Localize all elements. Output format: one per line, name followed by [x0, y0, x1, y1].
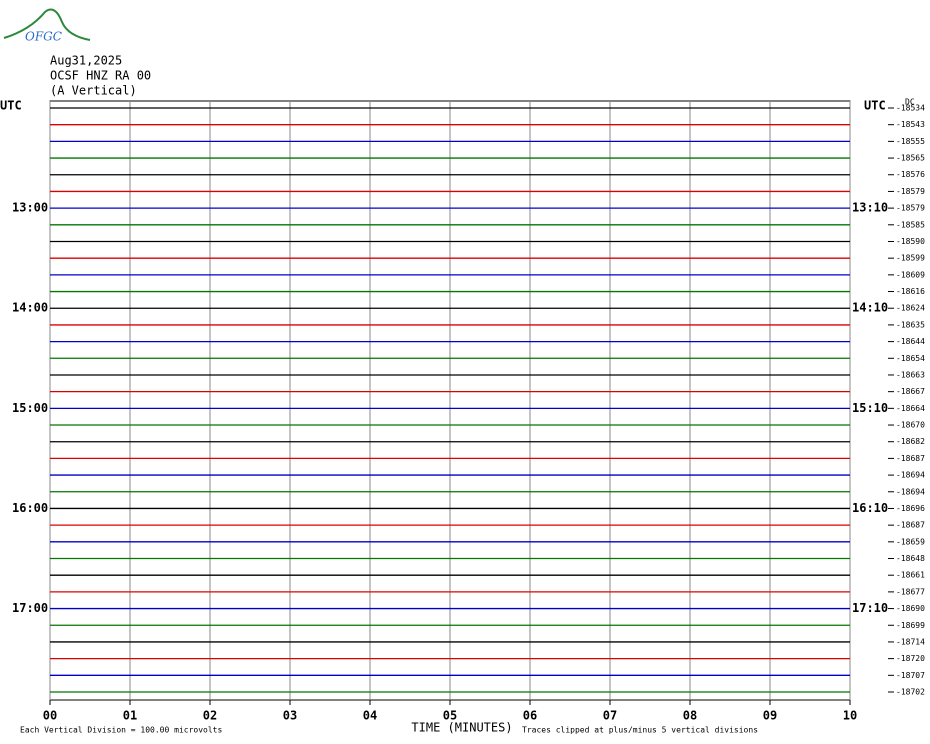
offset-label: -18667 — [896, 387, 925, 396]
x-tick-label: 10 — [843, 709, 857, 723]
offset-label: -18565 — [896, 154, 925, 163]
offset-label: -18696 — [896, 504, 925, 513]
x-tick-label: 01 — [123, 709, 137, 723]
offset-label: -18585 — [896, 220, 925, 229]
x-tick-label: 06 — [523, 709, 537, 723]
title: OCSF HNZ RA 00 — [50, 69, 151, 83]
offset-label: -18644 — [896, 337, 925, 346]
x-tick-label: 08 — [683, 709, 697, 723]
offset-label: -18661 — [896, 571, 925, 580]
left-time-label: 15:00 — [12, 401, 48, 415]
left-time-label: 16:00 — [12, 501, 48, 515]
offset-label: -18682 — [896, 437, 925, 446]
offset-label: -18534 — [896, 104, 925, 113]
offset-label: -18702 — [896, 688, 925, 697]
offset-label: -18599 — [896, 254, 925, 263]
title: Aug31,2025 — [50, 54, 122, 68]
x-tick-label: 03 — [283, 709, 297, 723]
offset-label: -18707 — [896, 671, 925, 680]
left-time-label: 17:00 — [12, 601, 48, 615]
offset-label: -18714 — [896, 637, 925, 646]
left-header: UTC — [0, 99, 22, 113]
offset-label: -18694 — [896, 471, 925, 480]
footer-left: Each Vertical Division = 100.00 microvol… — [20, 726, 222, 735]
title: (A Vertical) — [50, 84, 137, 98]
offset-label: -18664 — [896, 404, 925, 413]
right-time-label: 15:10 — [852, 401, 888, 415]
logo: OFGC — [25, 30, 62, 44]
x-tick-label: 07 — [603, 709, 617, 723]
offset-label: -18576 — [896, 170, 925, 179]
x-tick-label: 02 — [203, 709, 217, 723]
right-time-label: 14:10 — [852, 301, 888, 315]
offset-label: -18555 — [896, 137, 925, 146]
x-tick-label: 00 — [43, 709, 57, 723]
offset-label: -18694 — [896, 487, 925, 496]
left-time-label: 14:00 — [12, 301, 48, 315]
offset-label: -18677 — [896, 587, 925, 596]
offset-label: -18648 — [896, 554, 925, 563]
offset-label: -18687 — [896, 454, 925, 463]
offset-label: -18579 — [896, 204, 925, 213]
right-time-label: 16:10 — [852, 501, 888, 515]
offset-label: -18579 — [896, 187, 925, 196]
offset-label: -18687 — [896, 521, 925, 530]
offset-label: -18635 — [896, 320, 925, 329]
offset-label: -18670 — [896, 421, 925, 430]
corner-note: DC — [905, 98, 915, 107]
offset-label: -18690 — [896, 604, 925, 613]
offset-label: -18654 — [896, 354, 925, 363]
offset-label: -18663 — [896, 370, 925, 379]
offset-label: -18590 — [896, 237, 925, 246]
right-header: UTC — [864, 99, 886, 113]
x-axis-label: TIME (MINUTES) — [411, 721, 512, 735]
x-tick-label: 04 — [363, 709, 377, 723]
offset-label: -18609 — [896, 270, 925, 279]
offset-label: -18699 — [896, 621, 925, 630]
x-tick-label: 05 — [443, 709, 457, 723]
offset-label: -18720 — [896, 654, 925, 663]
x-tick-label: 09 — [763, 709, 777, 723]
footer-right: Traces clipped at plus/minus 5 vertical … — [522, 726, 758, 735]
left-time-label: 13:00 — [12, 201, 48, 215]
offset-label: -18543 — [896, 120, 925, 129]
offset-label: -18659 — [896, 537, 925, 546]
offset-label: -18616 — [896, 287, 925, 296]
right-time-label: 13:10 — [852, 201, 888, 215]
offset-label: -18624 — [896, 304, 925, 313]
logo-swoosh — [3, 8, 91, 41]
right-time-label: 17:10 — [852, 601, 888, 615]
